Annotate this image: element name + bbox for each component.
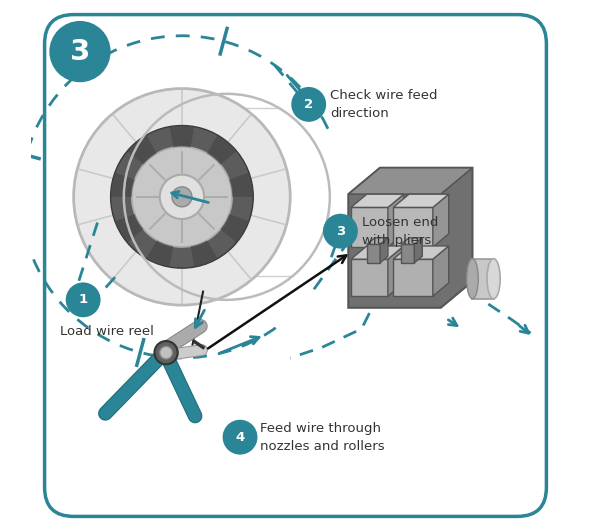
Circle shape [160,175,204,219]
Circle shape [323,214,358,249]
Wedge shape [115,214,144,243]
Polygon shape [348,168,472,194]
Text: Loosen end
with pliers: Loosen end with pliers [362,216,438,247]
Polygon shape [393,194,449,208]
Circle shape [49,21,111,82]
Polygon shape [367,238,388,244]
Polygon shape [414,238,423,263]
Text: 3: 3 [336,225,345,238]
Polygon shape [401,244,414,263]
Polygon shape [351,194,404,208]
Circle shape [223,419,258,455]
Polygon shape [380,238,388,263]
Polygon shape [472,259,493,299]
Polygon shape [351,208,388,247]
Wedge shape [111,173,135,197]
FancyBboxPatch shape [44,14,547,517]
Polygon shape [367,244,380,263]
Polygon shape [393,259,433,296]
Polygon shape [348,168,472,308]
Ellipse shape [228,154,245,239]
Wedge shape [191,241,217,267]
Wedge shape [170,125,194,148]
Polygon shape [388,194,404,247]
Polygon shape [433,246,449,296]
Polygon shape [401,238,423,244]
Wedge shape [127,135,157,165]
Text: Feed wire through
nozzles and rollers: Feed wire through nozzles and rollers [259,422,384,452]
Wedge shape [147,241,173,267]
Circle shape [111,125,253,268]
Polygon shape [433,194,449,247]
Text: Load wire reel: Load wire reel [60,325,154,338]
FancyBboxPatch shape [196,154,245,239]
Polygon shape [393,246,449,259]
Polygon shape [351,246,404,259]
Text: 4: 4 [235,431,245,444]
Text: 1: 1 [79,293,87,306]
Circle shape [160,346,173,359]
Circle shape [291,87,326,122]
Ellipse shape [487,259,500,299]
Text: Check wire feed
direction: Check wire feed direction [330,89,437,120]
Ellipse shape [213,101,241,293]
Wedge shape [220,214,249,243]
Text: 3: 3 [70,38,90,65]
Circle shape [154,341,178,364]
Text: 2: 2 [304,98,313,111]
Polygon shape [351,259,388,296]
Wedge shape [207,135,236,165]
Circle shape [172,187,192,207]
Circle shape [132,147,232,247]
Ellipse shape [467,259,478,299]
Polygon shape [388,246,404,296]
Polygon shape [393,208,433,247]
Circle shape [74,89,290,305]
Circle shape [66,282,100,317]
Wedge shape [229,173,253,197]
